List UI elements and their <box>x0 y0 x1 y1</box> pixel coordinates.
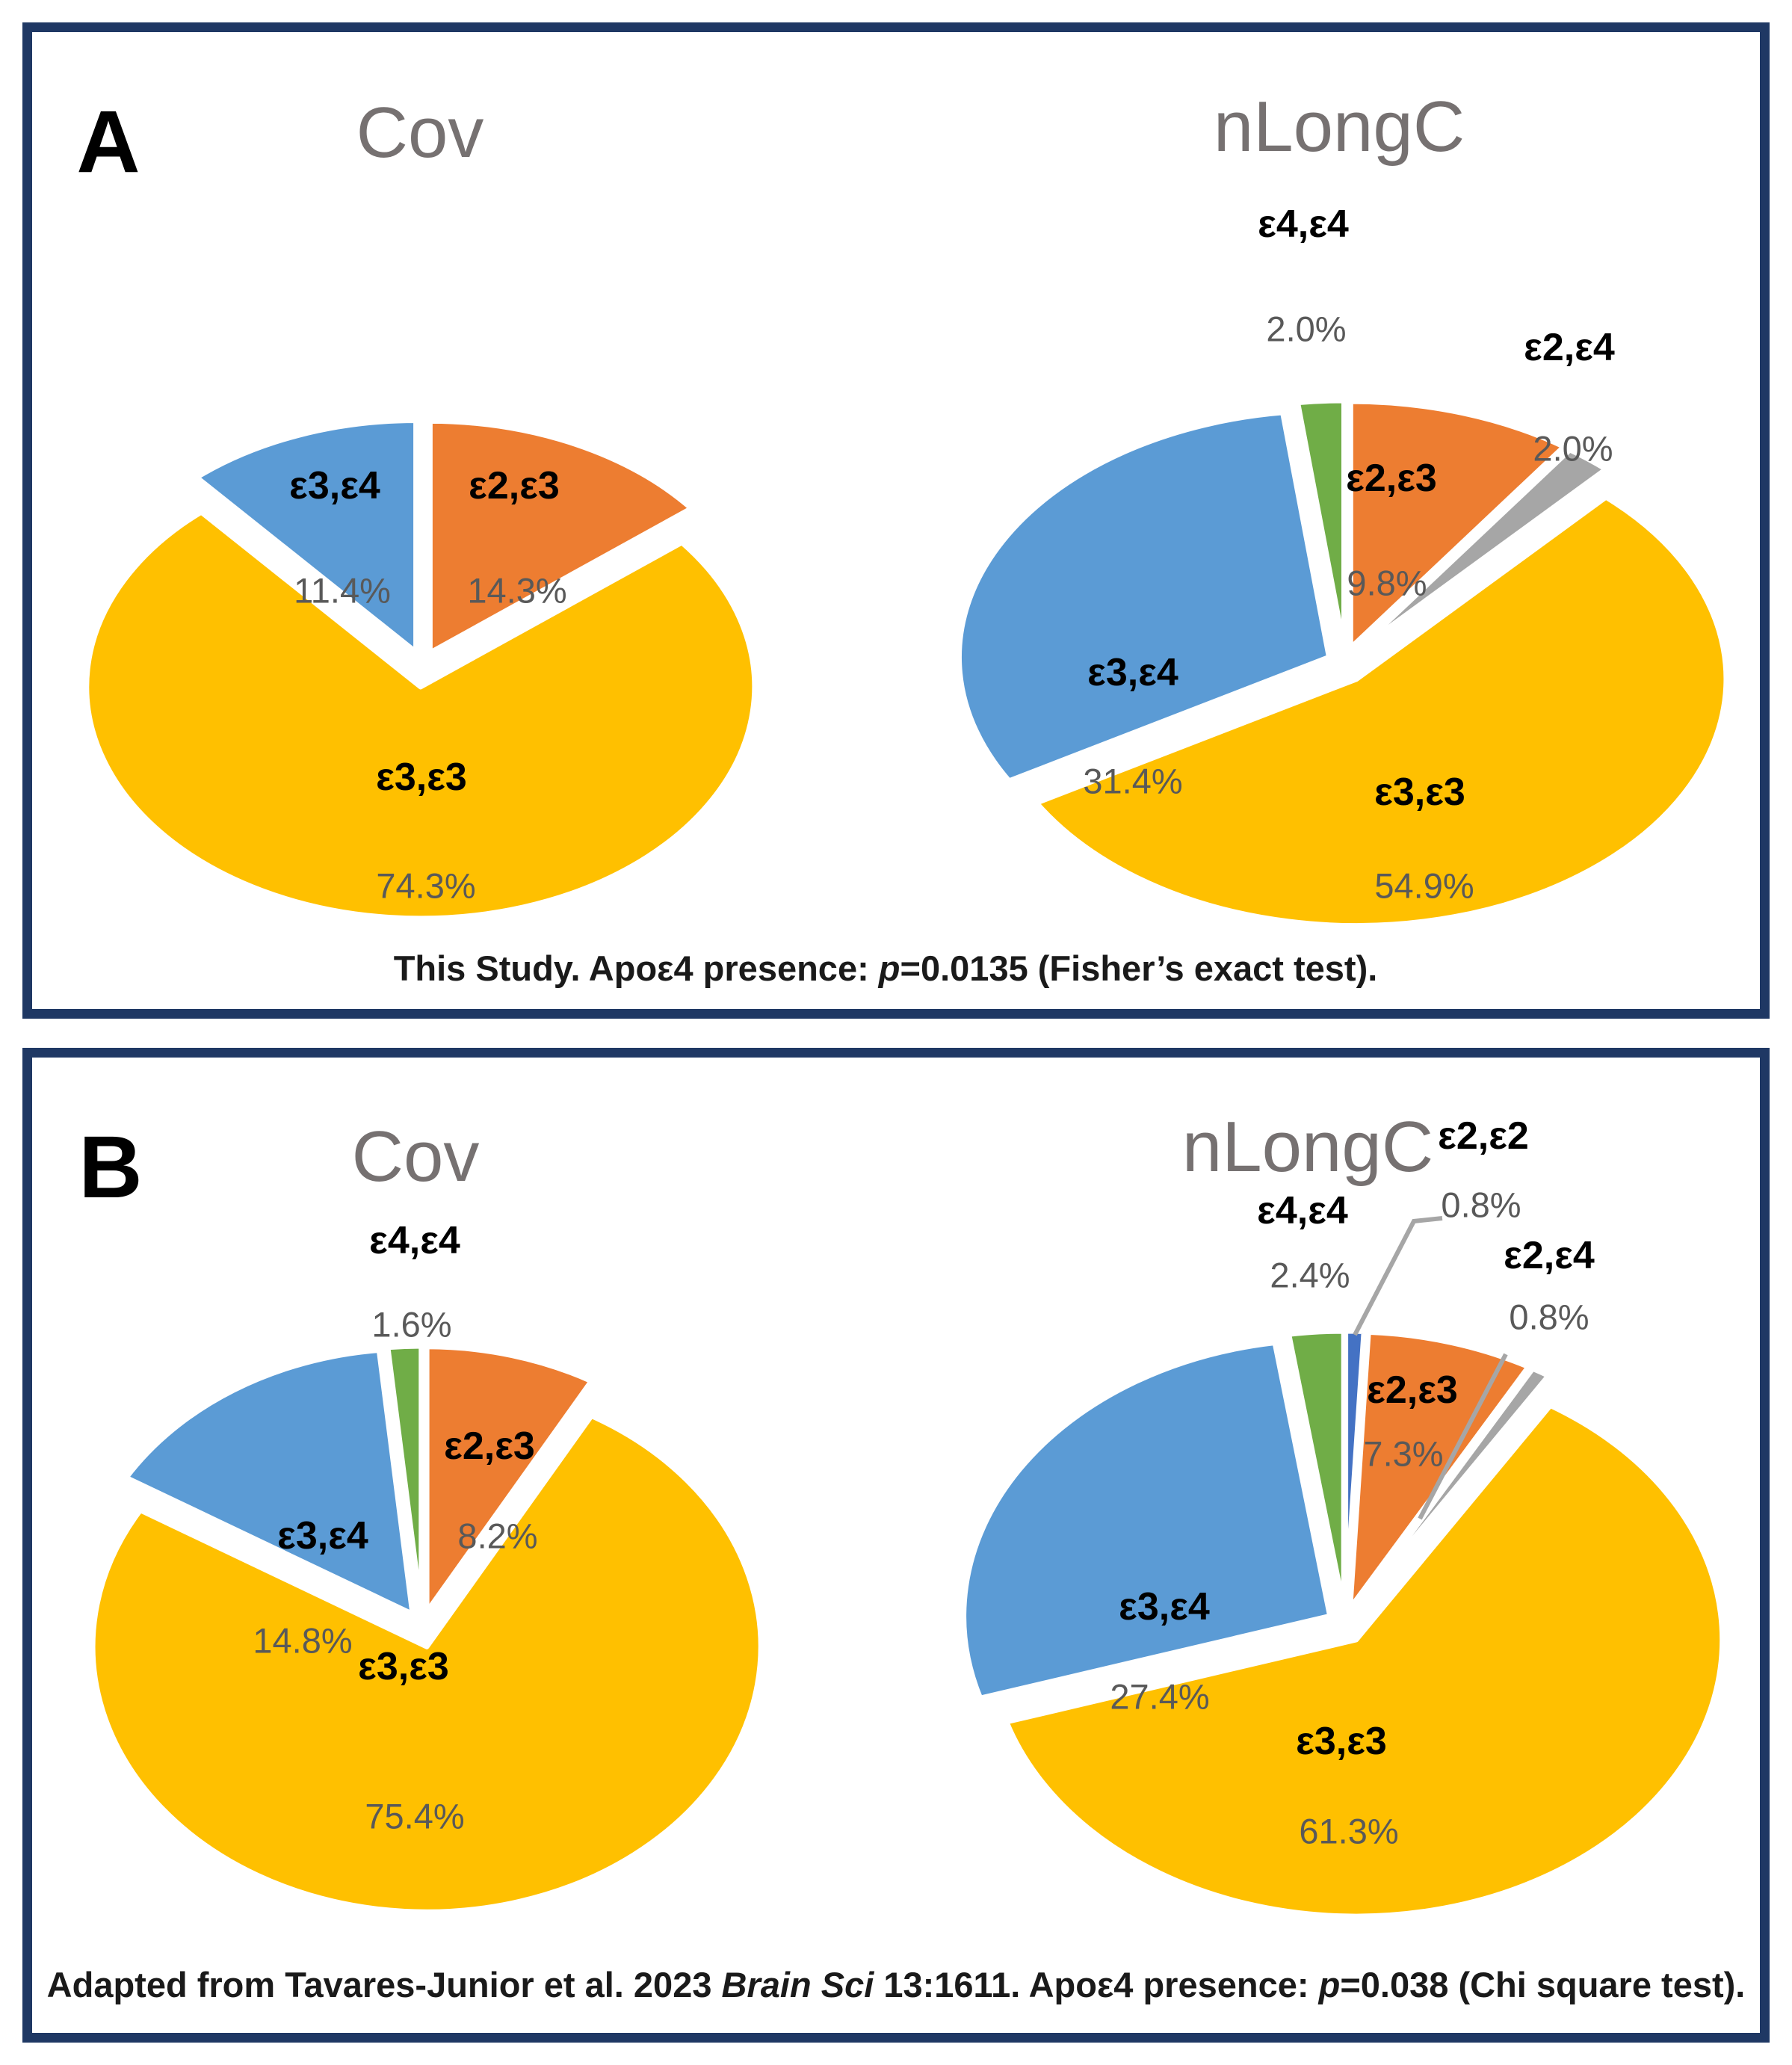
caption-segment: This Study. Apoε4 presence: <box>393 948 879 988</box>
pie-title-b-cov: Cov <box>351 1117 480 1197</box>
slice-label-genotype: ε3,ε4 <box>289 464 380 507</box>
slice-label-pct: 9.8% <box>1347 563 1427 603</box>
caption-panel-a: This Study. Apoε4 presence: p=0.0135 (Fi… <box>394 948 1378 990</box>
slice-label-pct: 54.9% <box>1374 865 1474 906</box>
slice-label-pct: 74.3% <box>376 865 476 906</box>
slice-label-genotype: ε4,ε4 <box>1258 203 1349 246</box>
slice-label-pct: 2.0% <box>1533 428 1613 469</box>
slice-label-genotype: ε3,ε4 <box>1119 1585 1210 1629</box>
slice-label-pct: 2.4% <box>1270 1255 1350 1295</box>
slice-label-pct: 7.3% <box>1363 1433 1444 1474</box>
pie-slice-a-nlongc-0 <box>1347 398 1567 651</box>
pie-slice-b-cov-1 <box>90 1413 764 1915</box>
pie-slice-b-nlongc-5 <box>1286 1328 1347 1611</box>
caption-segment: 13:1611. Apoε4 presence: <box>874 1964 1319 2004</box>
slice-label-pct: 2.0% <box>1266 309 1347 349</box>
slice-label-pct: 8.2% <box>457 1516 538 1556</box>
pie-title-a-cov: Cov <box>356 93 484 173</box>
pie-title-b-nlongc: nLongC <box>1181 1107 1434 1187</box>
slice-label-genotype: ε4,ε4 <box>369 1219 460 1262</box>
pie-slice-b-nlongc-2 <box>1351 1365 1551 1613</box>
slice-label-pct: 31.4% <box>1083 761 1183 801</box>
pie-slice-a-cov-2 <box>194 418 419 655</box>
slice-label-genotype: ε2,ε3 <box>469 464 560 507</box>
slice-label-pct: 75.4% <box>365 1796 465 1836</box>
pie-slice-a-cov-1 <box>84 509 758 922</box>
slice-label-pct: 11.4% <box>294 570 391 611</box>
leader-line-e2e2 <box>1353 1216 1443 1336</box>
slice-label-genotype: ε2,ε3 <box>444 1424 535 1468</box>
slice-label-pct: 0.8% <box>1509 1297 1589 1337</box>
pie-slice-b-cov-3 <box>385 1343 424 1614</box>
slice-label-pct: 14.3% <box>467 570 567 611</box>
slice-label-genotype: ε3,ε4 <box>1087 651 1178 694</box>
slice-label-pct: 0.8% <box>1441 1185 1521 1225</box>
slice-label-pct: 61.3% <box>1299 1811 1399 1851</box>
pie-slice-a-nlongc-2 <box>1034 494 1729 929</box>
pie-slice-b-nlongc-3 <box>1004 1402 1725 1919</box>
leader-line-e2e4 <box>1418 1353 1508 1520</box>
slice-label-genotype: ε2,ε4 <box>1504 1234 1595 1277</box>
caption-segment: =0.0135 (Fisher’s exact test). <box>900 948 1378 988</box>
slice-label-genotype: ε3,ε3 <box>1374 771 1465 814</box>
slice-label-genotype: ε3,ε3 <box>1296 1720 1387 1763</box>
slice-label-genotype: ε2,ε3 <box>1346 457 1437 500</box>
caption-italic-segment: p <box>1318 1964 1341 2004</box>
slice-label-pct: 1.6% <box>371 1304 452 1345</box>
caption-italic-segment: Brain Sci <box>721 1964 874 2004</box>
pie-slice-b-cov-0 <box>424 1344 594 1615</box>
pie-slice-b-cov-2 <box>123 1348 415 1617</box>
pie-slice-a-nlongc-1 <box>1353 447 1609 654</box>
caption-panel-b: Adapted from Tavares-Junior et al. 2023 … <box>47 1964 1746 2006</box>
slice-label-genotype: ε2,ε4 <box>1524 326 1615 369</box>
slice-label-genotype: ε3,ε3 <box>376 756 467 799</box>
pie-slice-b-nlongc-1 <box>1347 1329 1531 1611</box>
panel-letter-b: B <box>78 1118 143 1217</box>
slice-label-pct: 14.8% <box>253 1620 353 1661</box>
slice-label-pct: 27.4% <box>1110 1676 1210 1717</box>
caption-segment: =0.038 (Chi square test). <box>1340 1964 1746 2004</box>
slice-label-genotype: ε3,ε4 <box>277 1514 368 1558</box>
caption-segment: Adapted from Tavares-Junior et al. 2023 <box>46 1964 722 2004</box>
pie-slice-a-nlongc-4 <box>1295 398 1347 650</box>
pie-slice-b-nlongc-4 <box>961 1340 1333 1701</box>
panel-letter-a: A <box>76 93 140 191</box>
pie-title-a-nlongc: nLongC <box>1213 87 1465 167</box>
pie-slice-a-cov-0 <box>427 418 694 655</box>
slice-label-genotype: ε3,ε3 <box>358 1645 449 1688</box>
pie-slice-a-nlongc-3 <box>956 410 1332 784</box>
slice-label-genotype: ε2,ε3 <box>1367 1368 1458 1412</box>
slice-label-genotype: ε4,ε4 <box>1257 1189 1348 1232</box>
slice-label-genotype: ε2,ε2 <box>1438 1114 1529 1158</box>
caption-italic-segment: p <box>878 948 900 988</box>
